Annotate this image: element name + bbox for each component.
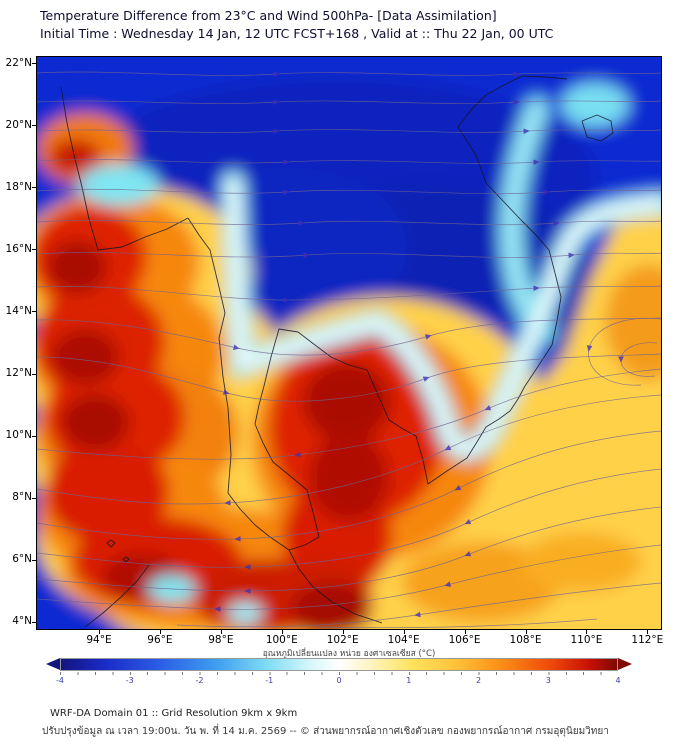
lon-tick — [647, 630, 649, 634]
colorbar-ticks: -4 -3 -2 -1 0 1 2 3 4 — [56, 676, 621, 685]
lon-label: 112°E — [631, 634, 664, 646]
lon-tick — [464, 630, 466, 634]
lat-tick — [32, 435, 36, 437]
lon-label: 102°E — [326, 634, 359, 646]
lat-tick — [32, 497, 36, 499]
lat-tick — [32, 373, 36, 375]
lat-tick — [32, 559, 36, 561]
colorbar-tick-label: -2 — [195, 676, 204, 685]
lon-label: 96°E — [147, 634, 173, 646]
lon-label: 106°E — [448, 634, 481, 646]
lat-tick — [32, 249, 36, 251]
lon-tick — [525, 630, 527, 634]
lon-tick — [220, 630, 222, 634]
lat-tick — [32, 125, 36, 127]
colorbar-tick-label: 2 — [475, 676, 482, 685]
lat-label: 12°N — [5, 367, 32, 380]
lat-label: 22°N — [5, 56, 32, 69]
map-subtitle: Initial Time : Wednesday 14 Jan, 12 UTC … — [40, 26, 554, 41]
colorbar-tick-label: 1 — [406, 676, 412, 685]
lon-label: 108°E — [509, 634, 542, 646]
lon-tick — [586, 630, 588, 634]
colorbar-tick-label: -1 — [265, 676, 274, 685]
lon-tick — [281, 630, 283, 634]
lat-label: 16°N — [5, 242, 32, 255]
lon-label: 98°E — [208, 634, 234, 646]
lat-tick — [32, 311, 36, 313]
lat-tick — [32, 621, 36, 623]
colorbar-label: อุณหภูมิเปลี่ยนแปลง หน่วย องศาเซลเซียส (… — [262, 649, 436, 659]
colorbar-right-arrow — [618, 658, 632, 670]
lon-label: 110°E — [570, 634, 603, 646]
lat-label: 6°N — [12, 553, 32, 566]
colorbar-tick-label: 4 — [615, 676, 621, 685]
lon-tick — [403, 630, 405, 634]
lon-label: 104°E — [387, 634, 420, 646]
temperature-field — [37, 57, 661, 629]
lat-label: 10°N — [5, 429, 32, 442]
colorbar-tick-label: -3 — [125, 676, 134, 685]
lat-tick — [32, 187, 36, 189]
colorbar-tick-label: -4 — [56, 676, 64, 685]
colorbar-tick-label: 3 — [545, 676, 551, 685]
footer-update-info: ปรับปรุงข้อมูล ณ เวลา 19:00น. วัน พ. ที่… — [42, 726, 609, 737]
lat-label: 18°N — [5, 180, 32, 193]
lon-tick — [159, 630, 161, 634]
colorbar-tick-label: 0 — [336, 676, 342, 685]
lat-label: 20°N — [5, 118, 32, 131]
lon-tick — [342, 630, 344, 634]
lon-label: 100°E — [265, 634, 298, 646]
colorbar-gradient — [60, 658, 618, 671]
map-frame — [36, 56, 662, 630]
map-title: Temperature Difference from 23°C and Win… — [40, 8, 497, 23]
footer-domain-info: WRF-DA Domain 01 :: Grid Resolution 9km … — [50, 708, 298, 719]
field-svg — [37, 57, 661, 629]
lat-label: 14°N — [5, 304, 32, 317]
lat-tick — [32, 63, 36, 64]
lat-label: 4°N — [12, 615, 32, 628]
streamlines — [37, 71, 661, 629]
lon-label: 94°E — [86, 634, 112, 646]
lon-tick — [99, 630, 100, 634]
colorbar-left-arrow — [46, 658, 60, 670]
lat-label: 8°N — [12, 491, 32, 504]
colorbar-minor-ticks — [60, 672, 618, 675]
